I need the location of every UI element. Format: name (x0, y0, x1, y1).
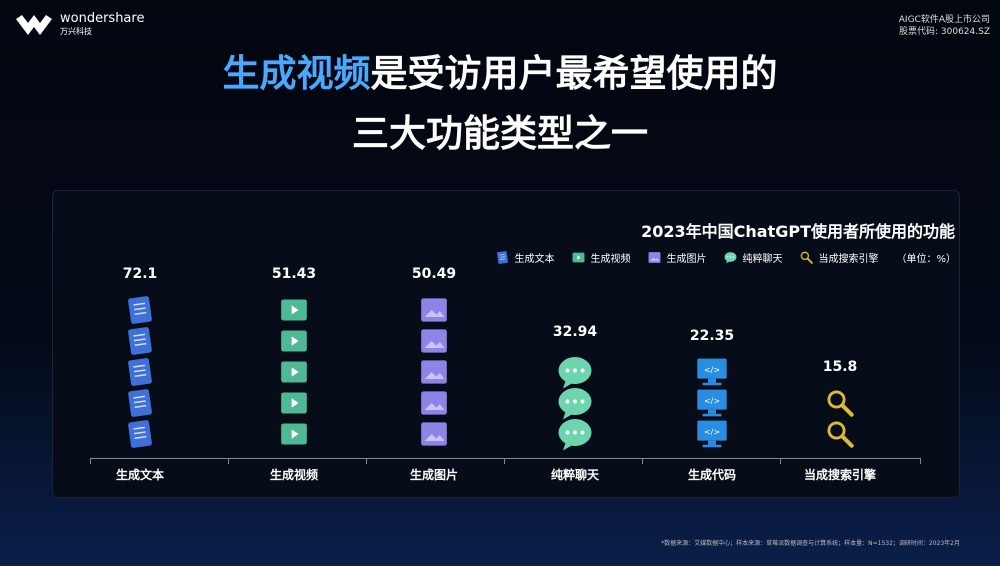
data-label: 15.8 (822, 359, 858, 375)
x-tick (642, 458, 643, 464)
unit-label: （单位：%） (896, 254, 956, 265)
document-icon (496, 251, 509, 264)
legend-item: 生成图片 (648, 250, 706, 265)
data-label: 22.35 (689, 328, 735, 344)
search-icon (826, 420, 854, 452)
brand-name-cn: 万兴科技 (60, 27, 92, 36)
svg-text:</>: </> (704, 428, 720, 437)
code-monitor-icon: </> (696, 387, 728, 423)
x-tick (780, 458, 781, 464)
chat-icon (557, 385, 593, 425)
x-tick (228, 458, 229, 464)
wondershare-logo-icon (16, 14, 52, 35)
legend-item: 生成文本 (496, 250, 554, 265)
video-icon (572, 251, 585, 264)
brand-name: wondershare (60, 11, 145, 26)
legend-label: 生成图片 (666, 254, 707, 265)
x-tick (90, 458, 91, 464)
wondershare-logo: wondershare 万兴科技 (16, 12, 144, 37)
document-icon (126, 420, 154, 452)
title-highlight: 生成视频 (222, 52, 371, 95)
x-tick-label: 生成文本 (115, 468, 164, 482)
chat-icon (557, 416, 593, 456)
video-icon (280, 327, 308, 359)
chart-title: 2023年中国ChatGPT使用者所使用的功能 (641, 222, 955, 241)
document-icon (126, 358, 154, 390)
image-icon (648, 251, 661, 264)
company-info: AIGC软件A股上市公司 股票代码: 300624.SZ (899, 14, 990, 38)
x-tick (504, 458, 505, 464)
x-tick-label: 生成视频 (269, 468, 318, 482)
company-line1: AIGC软件A股上市公司 (898, 15, 990, 25)
svg-text:</>: </> (704, 366, 720, 375)
data-label: 32.94 (552, 324, 598, 340)
page-title-line2: 三大功能类型之一 (352, 112, 648, 155)
legend-label: 纯粹聊天 (742, 254, 783, 265)
search-icon (826, 389, 854, 421)
video-icon (280, 358, 308, 390)
video-icon (280, 389, 308, 421)
legend-label: 当成搜索引擎 (818, 254, 879, 265)
x-tick-label: 当成搜索引擎 (803, 468, 876, 482)
image-icon (420, 420, 448, 452)
legend-item: 生成视频 (572, 250, 630, 265)
page-title-line1: 生成视频是受访用户最希望使用的 (0, 46, 1000, 102)
data-label: 72.1 (122, 266, 158, 282)
x-axis (90, 458, 920, 459)
image-icon (420, 327, 448, 359)
document-icon (126, 389, 154, 421)
data-source-footnote: *数据来源：艾媒数据中心；样本来源：草莓派数据调查与计算系统；样本量：N=153… (661, 540, 960, 547)
svg-text:</>: </> (704, 397, 720, 406)
chat-icon (557, 354, 593, 394)
document-icon (126, 327, 154, 359)
image-icon (420, 296, 448, 328)
x-tick (366, 458, 367, 464)
title-rest: 是受访用户最希望使用的 (370, 52, 778, 95)
image-icon (420, 389, 448, 421)
data-label: 51.43 (271, 266, 317, 282)
x-tick-label: 纯粹聊天 (550, 468, 599, 482)
legend-item: 当成搜索引擎 (800, 250, 878, 265)
code-monitor-icon: </> (696, 356, 728, 392)
chat-icon (724, 251, 737, 264)
data-label: 50.49 (411, 266, 457, 282)
x-tick (920, 458, 921, 464)
video-icon (280, 296, 308, 328)
document-icon (126, 296, 154, 328)
legend-item: 纯粹聊天 (724, 250, 782, 265)
video-icon (280, 420, 308, 452)
stock-code: 股票代码: 300624.SZ (899, 27, 990, 37)
legend-label: 生成视频 (590, 254, 631, 265)
code-monitor-icon: </> (696, 418, 728, 454)
search-icon (800, 251, 814, 264)
legend-label: 生成文本 (514, 254, 555, 265)
x-tick-label: 生成图片 (409, 468, 458, 482)
x-tick-label: 生成代码 (687, 468, 736, 482)
image-icon (420, 358, 448, 390)
chart-legend: 生成文本 生成视频 生成图片 纯粹聊天 当成搜索引擎 （单位：%） (496, 250, 956, 265)
chart-panel (52, 190, 960, 498)
